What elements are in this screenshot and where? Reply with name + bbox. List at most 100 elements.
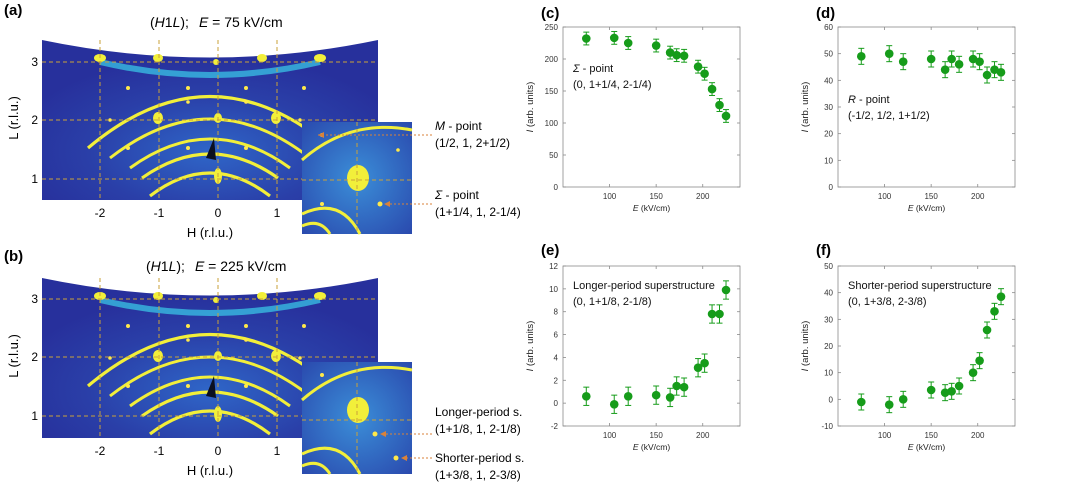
data-point — [721, 285, 731, 295]
x-tick-label: -1 — [154, 206, 165, 220]
data-point — [975, 57, 984, 66]
annotation-coords: (1+1/4, 1, 2-1/4) — [435, 205, 521, 219]
y-tick-label: 2 — [554, 376, 559, 385]
plot-frame — [562, 265, 741, 427]
y-axis-label: L (r.l.u.) — [6, 96, 21, 140]
x-tick-label: 150 — [649, 431, 663, 440]
data-point — [940, 65, 950, 74]
data-point — [968, 368, 978, 377]
x-tick-label: 1 — [274, 206, 281, 220]
data-point — [982, 70, 992, 80]
data-point — [700, 69, 709, 79]
y-tick-label: 4 — [554, 353, 559, 362]
data-point — [665, 48, 675, 57]
annotation-label: Σ - point — [434, 188, 480, 202]
y-axis-label: I (arb. units) — [800, 82, 811, 133]
scatter-panel-f: (f) -10 0 10 20 30 40 50 100 150 200 E (kV/cm) I (ar… — [800, 242, 1016, 452]
y-tick-label: 0 — [554, 183, 559, 192]
y-tick-labels: 1 2 3 — [31, 292, 38, 423]
data-point — [954, 60, 964, 69]
data-point — [982, 325, 992, 335]
y-tick-label: -2 — [551, 422, 559, 431]
y-tick-label: 50 — [824, 50, 833, 59]
data-point — [926, 385, 936, 395]
y-tick-label: 20 — [824, 342, 833, 351]
y-tick-label: 0 — [554, 399, 559, 408]
annotation-coords: (1+1/8, 1, 2-1/8) — [435, 422, 521, 436]
panel-title: (H1L); E = 75 kV/cm — [150, 14, 283, 30]
plot-frame — [837, 26, 1016, 188]
x-axis-label: E (kV/cm) — [633, 442, 670, 452]
x-tick-label: 100 — [878, 192, 892, 201]
y-tick-label: 40 — [824, 289, 833, 298]
data-point — [954, 381, 964, 391]
y-tick-label: 1 — [31, 172, 38, 186]
data-point — [856, 397, 866, 407]
data-point — [968, 54, 978, 64]
data-point — [700, 358, 709, 368]
x-tick-label: 200 — [696, 431, 710, 440]
data-point — [947, 387, 956, 396]
data-point — [707, 84, 717, 94]
guide-lines — [42, 40, 378, 200]
y-tick-label: 0 — [829, 395, 834, 404]
data-point — [623, 38, 633, 48]
annotation-label: Shorter-period s. — [435, 451, 524, 465]
data-point — [679, 382, 689, 392]
data-point — [856, 52, 866, 61]
chart-annotation-title: Σ - point — [572, 63, 613, 75]
x-tick-label: -2 — [95, 206, 106, 220]
x-tick-label: -1 — [154, 444, 165, 458]
panel-letter: (d) — [816, 5, 835, 22]
chart-annotation-coords: (0, 1+1/8, 2-1/8) — [573, 296, 652, 308]
data-point — [721, 111, 731, 121]
annotation-label: M - point — [435, 119, 482, 133]
y-tick-label: 40 — [824, 76, 833, 85]
panel-a: (a) (H1L); E = 75 kV/cm -2 -1 0 1 1 2 3 H — [4, 2, 521, 240]
plot-frame — [562, 26, 741, 188]
data-point — [581, 391, 591, 401]
x-tick-label: 150 — [924, 192, 938, 201]
y-tick-label: 60 — [824, 23, 833, 32]
data-point — [898, 57, 908, 66]
y-tick-label: 12 — [549, 262, 558, 271]
y-tick-label: -10 — [821, 422, 833, 431]
y-tick-labels: 1 2 3 — [31, 55, 38, 186]
data-point — [884, 49, 894, 58]
y-tick-label: 3 — [31, 292, 38, 306]
panel-letter: (e) — [541, 242, 559, 259]
data-point — [715, 309, 724, 319]
y-tick-label: 10 — [824, 156, 833, 165]
y-tick-label: 200 — [545, 55, 559, 64]
data-point — [693, 363, 703, 373]
data-point — [940, 388, 950, 397]
y-axis-label: I (arb. units) — [525, 321, 536, 372]
y-tick-label: 20 — [824, 130, 833, 139]
chart-annotation-coords: (-1/2, 1/2, 1+1/2) — [848, 110, 930, 122]
x-tick-label: 100 — [603, 431, 617, 440]
x-axis-label: H (r.l.u.) — [187, 463, 233, 478]
annotation-coords: (1/2, 1, 2+1/2) — [435, 136, 510, 150]
y-tick-label: 0 — [829, 183, 834, 192]
data-point — [679, 51, 689, 61]
chart-annotation-title: R - point — [848, 94, 890, 106]
x-tick-label: -2 — [95, 444, 106, 458]
zoom-inset — [301, 122, 413, 235]
x-tick-label: 0 — [215, 444, 222, 458]
data-point — [996, 68, 1006, 77]
data-point — [609, 399, 619, 409]
annotation-label: Longer-period s. — [435, 405, 522, 419]
chart-annotation-coords: (0, 1+1/4, 2-1/4) — [573, 79, 652, 91]
x-axis-label: E (kV/cm) — [633, 203, 670, 213]
x-tick-label: 150 — [924, 431, 938, 440]
y-axis-label: L (r.l.u.) — [6, 334, 21, 378]
x-axis-label: H (r.l.u.) — [187, 225, 233, 240]
x-tick-label: 1 — [274, 444, 281, 458]
x-tick-label: 100 — [878, 431, 892, 440]
chart-annotation-title: Longer-period superstructure — [573, 280, 715, 292]
data-point — [581, 34, 591, 43]
panel-title: (H1L); E = 225 kV/cm — [146, 258, 286, 274]
x-tick-label: 200 — [971, 431, 985, 440]
data-point — [609, 33, 619, 43]
